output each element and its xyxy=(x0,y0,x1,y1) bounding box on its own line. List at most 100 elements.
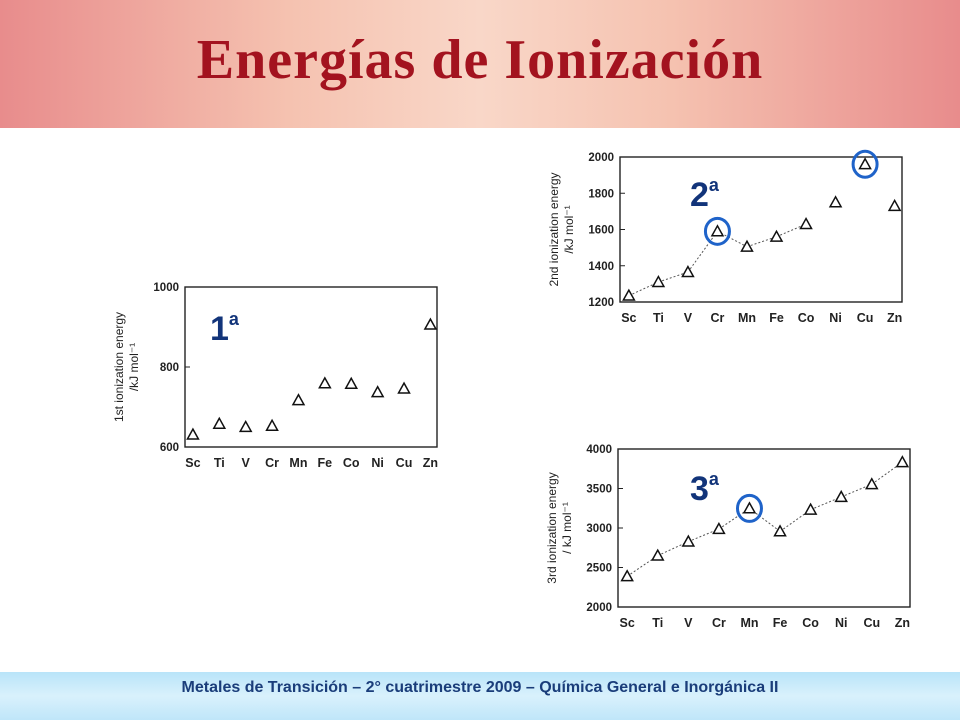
ie3-point-mn xyxy=(742,501,757,514)
ie3-xtick-label: Sc xyxy=(620,616,635,630)
ie3-xtick-label: Ti xyxy=(652,616,663,630)
ie2-xtick-label: Mn xyxy=(738,311,756,325)
footer-text: Metales de Transición – 2° cuatrimestre … xyxy=(181,679,779,696)
ie3-xtick-label: Cr xyxy=(712,616,726,630)
ie1-point-fe xyxy=(318,376,332,389)
ie3-xtick-label: Zn xyxy=(895,616,910,630)
ie2-point-cr xyxy=(710,224,725,237)
ie1-xtick-label: Co xyxy=(343,456,360,470)
third-ionization-chart: 2000 2500 3000 3500 4000 Sc Ti V Cr Mn Fe Co Ni Cu Zn 3… xyxy=(545,435,940,650)
ie2-point-ni xyxy=(828,195,843,208)
ie1-xtick-label: Zn xyxy=(423,456,438,470)
ie1-xtick-label: Cu xyxy=(396,456,413,470)
ie1-point-ni xyxy=(370,385,385,398)
second-ionization-svg: 1200 1400 1600 1800 2000 Sc Ti V Cr Mn Fe Co Ni Cu Zn 2… xyxy=(547,149,903,325)
ie3-plot-frame xyxy=(617,448,911,608)
ie1-xtick-label: V xyxy=(242,456,251,470)
ie2-point-co xyxy=(799,217,813,230)
ie1-point-zn xyxy=(423,317,438,330)
ie1-xtick-label: Ni xyxy=(371,456,384,470)
ie3-point-cu xyxy=(865,477,879,490)
ie2-xtick-label: Sc xyxy=(621,311,636,325)
ie3-ylabel: 3rd ionization energy xyxy=(545,472,559,583)
ie1-point-ti xyxy=(212,416,227,429)
ie3-xtick-label: V xyxy=(684,616,693,630)
ie1-xtick-label: Ti xyxy=(214,456,225,470)
ie3-point-sc xyxy=(620,569,634,582)
ie2-xtick-label: Co xyxy=(798,311,815,325)
ie3-xtick-label: Co xyxy=(802,616,819,630)
ie3-connector xyxy=(688,528,720,543)
third-ordinal-label: 3a xyxy=(690,469,719,508)
ie3-xtick-label: Fe xyxy=(773,616,788,630)
ie3-connector xyxy=(841,483,872,498)
ie2-point-mn xyxy=(740,239,754,252)
ie1-ylabel-units: /kJ mol⁻¹ xyxy=(127,343,141,391)
ie3-xtick-label: Ni xyxy=(835,616,848,630)
ie3-point-v xyxy=(681,534,696,547)
ie2-connector xyxy=(628,281,659,297)
ie1-point-mn xyxy=(291,393,306,406)
ie1-point-co xyxy=(344,376,359,389)
ie3-point-ni xyxy=(834,489,848,503)
ie1-xtick-label: Mn xyxy=(289,456,307,470)
ie2-highlight-cr xyxy=(703,216,731,246)
first-ordinal-suffix: a xyxy=(228,309,239,329)
ie2-ytick-label: 2000 xyxy=(588,152,614,164)
ie1-ylabel: 1st ionization energy xyxy=(112,312,126,422)
ie2-ytick-label: 1600 xyxy=(588,225,614,237)
ie2-xtick-label: Zn xyxy=(887,311,902,325)
ie1-xtick-label: Cr xyxy=(265,456,279,470)
ie2-xtick-label: Ti xyxy=(653,311,664,325)
ie1-ytick-label: 1000 xyxy=(153,282,179,294)
ie3-point-cr xyxy=(712,521,726,535)
ie3-ytick-label: 2000 xyxy=(586,602,612,614)
third-ordinal-suffix: a xyxy=(708,469,719,489)
ie3-point-ti xyxy=(650,548,665,561)
ie2-point-fe xyxy=(769,229,784,242)
third-ionization-svg: 2000 2500 3000 3500 4000 Sc Ti V Cr Mn Fe Co Ni Cu Zn 3… xyxy=(545,444,911,630)
ie2-xtick-label: Cr xyxy=(710,311,724,325)
second-ordinal-number: 2 xyxy=(690,176,709,214)
ie2-xtick-label: Fe xyxy=(769,311,784,325)
second-ordinal-label: 2a xyxy=(690,175,719,214)
ie2-ytick-label: 1800 xyxy=(588,188,614,200)
third-ordinal-number: 3 xyxy=(690,470,709,508)
ie3-highlight-mn xyxy=(735,493,763,523)
ie2-xtick-label: Cu xyxy=(857,311,874,325)
ie1-ytick-label: 600 xyxy=(160,442,179,454)
first-ionization-svg: 600 800 1000 Sc Ti V Cr Mn Fe Co Ni Cu Zn 1st ionizat… xyxy=(112,282,438,470)
ie1-xtick-label: Sc xyxy=(185,456,200,470)
ie2-ylabel: 2nd ionization energy xyxy=(547,172,561,286)
ie2-point-v xyxy=(681,265,695,278)
ie3-xtick-label: Mn xyxy=(740,616,758,630)
ie1-point-v xyxy=(238,419,253,433)
first-ionization-chart: 600 800 1000 Sc Ti V Cr Mn Fe Co Ni Cu Zn 1st ionizat… xyxy=(100,270,460,490)
first-ordinal-number: 1 xyxy=(210,310,229,348)
ie1-point-cu xyxy=(397,381,411,394)
ie3-ytick-label: 4000 xyxy=(586,444,612,456)
ie2-point-ti xyxy=(651,275,666,288)
ie3-point-fe xyxy=(773,524,787,537)
ie2-ytick-label: 1400 xyxy=(588,261,614,273)
title-banner xyxy=(0,0,960,128)
first-ordinal-label: 1a xyxy=(210,309,239,348)
ie3-point-co xyxy=(803,502,818,515)
ie2-connector xyxy=(687,231,718,273)
ie2-xtick-label: V xyxy=(684,311,693,325)
ie1-xtick-label: Fe xyxy=(318,456,333,470)
ie2-ytick-label: 1200 xyxy=(588,297,614,309)
ie2-connector xyxy=(746,236,777,248)
ie3-point-zn xyxy=(895,455,910,468)
page-title: Energías de Ionización xyxy=(196,29,764,91)
second-ordinal-suffix: a xyxy=(708,175,719,195)
ie2-ylabel-units: /kJ mol⁻¹ xyxy=(562,205,576,253)
ie1-point-sc xyxy=(186,427,200,440)
footer-bar xyxy=(0,672,960,720)
ie2-point-cu xyxy=(858,157,872,170)
ie2-connector xyxy=(776,223,807,238)
ie2-point-sc xyxy=(622,288,636,301)
ie2-connector xyxy=(658,271,689,283)
ie2-point-zn xyxy=(887,198,902,212)
ie3-connector xyxy=(810,496,842,511)
